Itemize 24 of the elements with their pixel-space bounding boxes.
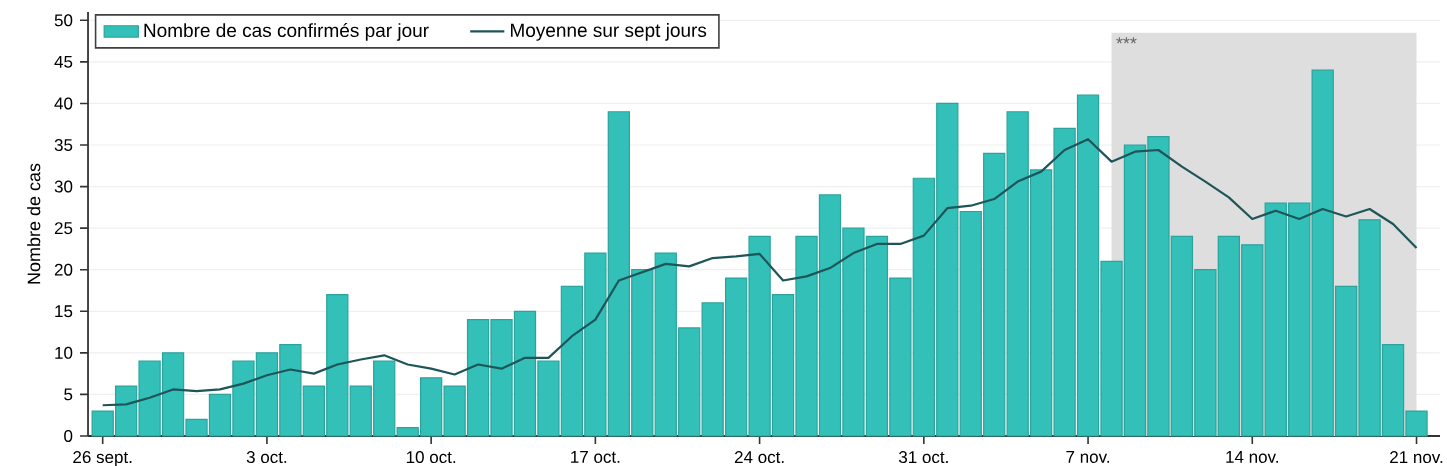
x-tick-label: 26 sept. — [73, 451, 132, 466]
y-tick-label: 20 — [54, 263, 73, 276]
y-tick-label: 25 — [54, 222, 73, 235]
x-tick-label: 14 nov. — [1226, 451, 1278, 463]
x-tick-label: 3 oct. — [246, 451, 287, 464]
y-tick-label: 30 — [54, 180, 73, 193]
x-tick-label: 21 nov. — [1390, 451, 1443, 464]
y-tick-label: 40 — [54, 97, 73, 110]
band-label: *** — [1116, 37, 1137, 44]
y-axis-title: Nombre de cas — [27, 163, 41, 284]
y-tick-label: 50 — [54, 14, 73, 27]
x-tick-label: 24 oct. — [734, 451, 784, 464]
legend-label: Moyenne sur sept jours — [511, 23, 707, 41]
y-tick-label: 45 — [54, 55, 73, 68]
x-tick-label: 10 oct. — [406, 451, 456, 464]
x-tick-label: 17 oct. — [571, 451, 620, 463]
x-tick-label: 31 oct. — [898, 451, 948, 464]
y-tick-label: 5 — [64, 388, 73, 401]
legend-label: Nombre de cas confirmés par jour — [144, 22, 429, 41]
y-tick-label: 0 — [64, 429, 73, 442]
x-tick-label: 7 nov. — [1066, 451, 1110, 463]
y-tick-label: 35 — [54, 139, 73, 152]
y-tick-label: 15 — [55, 305, 73, 318]
y-tick-label: 10 — [55, 346, 73, 359]
